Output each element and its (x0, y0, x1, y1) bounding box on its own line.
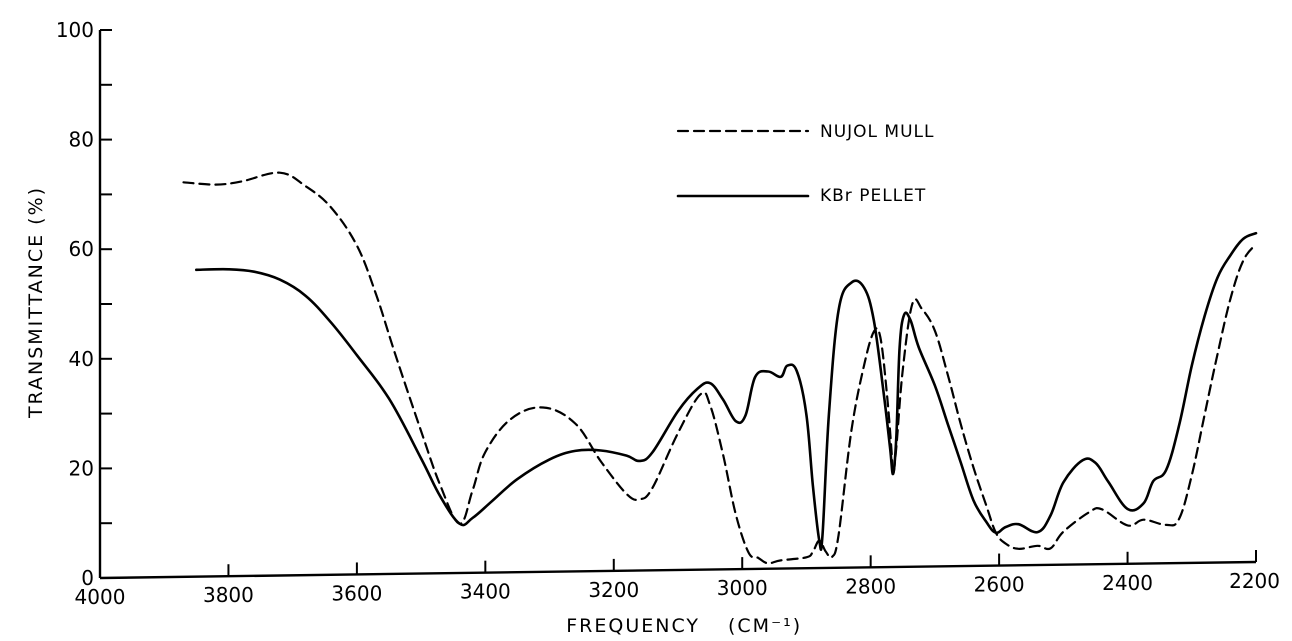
x-tick-label: 3800 (203, 583, 254, 607)
y-tick-label: 40 (69, 347, 94, 371)
series-line-nujol-mull (182, 171, 1258, 565)
x-axis (99, 560, 1257, 580)
x-ticks: 4000 3800 3600 3400 3200 3000 2800 2600 2400 2200 (75, 550, 1280, 609)
series-layer (182, 171, 1258, 565)
x-tick-label: 2800 (845, 574, 896, 598)
x-tick-label: 3200 (588, 578, 639, 602)
x-tick-label: 2200 (1229, 569, 1280, 593)
y-ticks: 0 20 40 60 80 100 (56, 18, 112, 590)
y-axis-title: TRANSMITTANCE (%) (25, 186, 47, 419)
x-tick-label: 3400 (460, 580, 511, 604)
y-tick-label: 20 (69, 456, 94, 480)
x-axis-title: FREQUENCY (566, 615, 700, 637)
legend-label-nujol-mull: NUJOL MULL (820, 122, 934, 142)
x-tick-label: 3600 (331, 581, 382, 605)
axes (98, 30, 1257, 580)
y-tick-label: 0 (81, 566, 94, 590)
x-tick-label: 2600 (974, 573, 1025, 597)
legend-label-kbr-pellet: KBr PELLET (820, 186, 926, 206)
y-tick-label: 100 (56, 18, 94, 42)
y-tick-label: 60 (69, 237, 94, 261)
x-tick-label: 3000 (717, 576, 768, 600)
x-axis-unit: (CM⁻¹) (728, 615, 802, 637)
y-tick-label: 80 (69, 128, 94, 152)
x-tick-label: 2400 (1102, 571, 1153, 595)
series-line-kbr-pellet (195, 231, 1258, 551)
legend: NUJOL MULL KBr PELLET (676, 122, 934, 206)
x-tick-label: 4000 (75, 585, 126, 609)
x-axis-title-group: FREQUENCY (CM⁻¹) (566, 615, 802, 637)
